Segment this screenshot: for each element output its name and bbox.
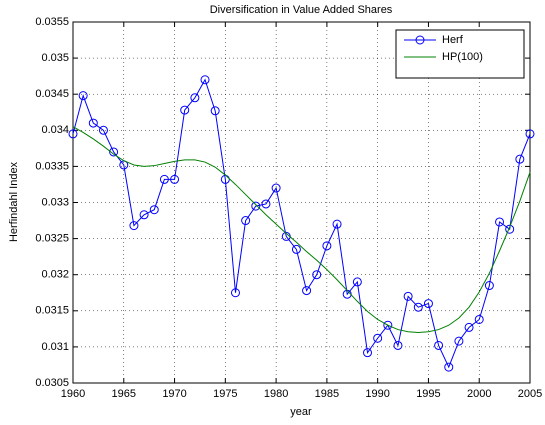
data-point [302,286,312,296]
data-point [515,154,525,164]
data-point [525,129,535,139]
x-tick-label: 1980 [264,388,288,400]
data-point [159,174,169,184]
plot-frame [72,21,531,384]
data-point [261,199,271,209]
data-point [484,281,494,291]
y-tick-label: 0.0345 [35,88,69,100]
series-line [72,126,531,333]
data-point [251,201,261,211]
y-tick-label: 0.0305 [35,377,69,389]
data-point [291,244,301,254]
legend-marker [415,35,425,45]
y-tick-label: 0.035 [41,52,69,64]
data-point [444,362,454,372]
data-point [200,75,210,85]
data-point [454,336,464,346]
x-tick-label: 2005 [518,388,542,400]
chart-title: Diversification in Value Added Shares [210,4,393,16]
data-point [505,224,515,234]
data-point [464,322,474,332]
x-axis-label: year [290,406,312,418]
legend-label: Herf [442,34,464,46]
data-point [180,105,190,115]
data-point [383,320,393,330]
data-point [190,93,200,103]
y-tick-label: 0.0315 [35,305,69,317]
x-tick-label: 1995 [416,388,440,400]
x-tick-label: 1970 [162,388,186,400]
data-point [495,217,505,227]
x-tick-label: 2000 [467,388,491,400]
y-tick-label: 0.0325 [35,233,69,245]
data-point [98,125,108,135]
data-point [312,270,322,280]
legend-label: HP(100) [442,51,483,63]
y-tick-label: 0.0355 [35,16,69,28]
data-point [88,118,98,128]
x-tick-label: 1990 [365,388,389,400]
data-point [139,210,149,220]
x-tick-label: 1985 [315,388,339,400]
data-point [352,277,362,287]
y-axis-label: Herfindahl Index [8,161,20,242]
data-point [170,174,180,184]
data-point [322,241,332,251]
y-tick-label: 0.0335 [35,160,69,172]
y-tick-label: 0.031 [41,341,69,353]
y-tick-label: 0.032 [41,269,69,281]
data-point [241,216,251,226]
x-tick-label: 1960 [61,388,85,400]
y-tick-label: 0.034 [41,124,69,136]
data-point [423,299,433,309]
x-tick-label: 1975 [213,388,237,400]
data-point [230,288,240,298]
data-point [68,129,78,139]
data-point [332,219,342,229]
data-point [434,340,444,350]
legend-box [395,29,525,79]
data-point [393,340,403,350]
data-point [363,348,373,358]
data-point [373,333,383,343]
data-point [109,147,119,157]
data-point [271,183,281,193]
data-point [474,314,484,324]
data-point [129,221,139,231]
x-tick-label: 1965 [112,388,136,400]
data-point [210,106,220,116]
series-line [72,78,531,369]
data-point [78,91,88,101]
data-point [403,291,413,301]
data-point [149,205,159,215]
data-point [413,302,423,312]
y-tick-label: 0.033 [41,196,69,208]
